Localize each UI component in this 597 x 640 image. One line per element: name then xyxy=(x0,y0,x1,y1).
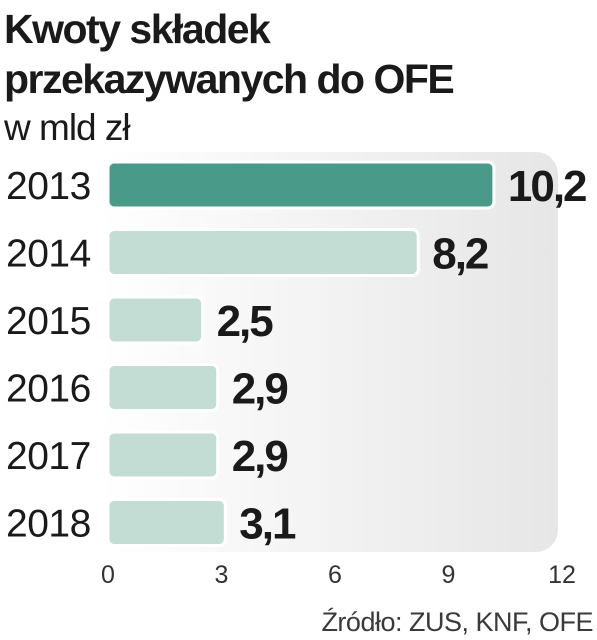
category-label-2018: 2018 xyxy=(6,503,91,546)
bar-2013 xyxy=(106,160,496,210)
category-label-2017: 2017 xyxy=(6,435,91,478)
x-tick-12: 12 xyxy=(548,561,576,589)
chart-subtitle: w mld zł xyxy=(4,107,131,148)
value-label-2017: 2,9 xyxy=(232,432,288,481)
x-tick-3: 3 xyxy=(215,561,229,589)
bar-2016 xyxy=(106,363,220,412)
x-tick-0: 0 xyxy=(101,561,115,589)
bar-2018 xyxy=(106,498,227,547)
value-label-2015: 2,5 xyxy=(217,297,274,346)
value-label-2013: 10,2 xyxy=(508,162,586,211)
chart-title-line-2: przekazywanych do OFE xyxy=(4,56,455,102)
x-tick-9: 9 xyxy=(442,561,456,589)
category-label-2016: 2016 xyxy=(6,368,91,411)
x-axis-ticks: 0 3 6 9 12 xyxy=(101,561,576,589)
bar-2014 xyxy=(106,228,420,277)
category-labels: 2013 2014 2015 2016 2017 2018 xyxy=(6,165,91,546)
chart-title: Kwoty składek przekazywanych do OFE xyxy=(4,4,455,104)
plot-background xyxy=(100,152,558,552)
source-note: Źródło: ZUS, KNF, OFE xyxy=(321,607,593,637)
bar-2017 xyxy=(106,430,220,480)
category-label-2013: 2013 xyxy=(6,165,91,208)
value-labels: 10,2 8,2 2,5 2,9 2,9 3,1 xyxy=(217,162,588,549)
bars-group xyxy=(106,160,496,547)
value-label-2014: 8,2 xyxy=(432,230,488,279)
chart-title-line-1: Kwoty składek xyxy=(4,6,271,52)
category-label-2014: 2014 xyxy=(6,233,91,276)
value-label-2016: 2,9 xyxy=(232,365,288,414)
bar-2015 xyxy=(106,295,205,345)
x-tick-6: 6 xyxy=(328,561,342,589)
value-label-2018: 3,1 xyxy=(239,500,296,549)
category-label-2015: 2015 xyxy=(6,300,91,343)
